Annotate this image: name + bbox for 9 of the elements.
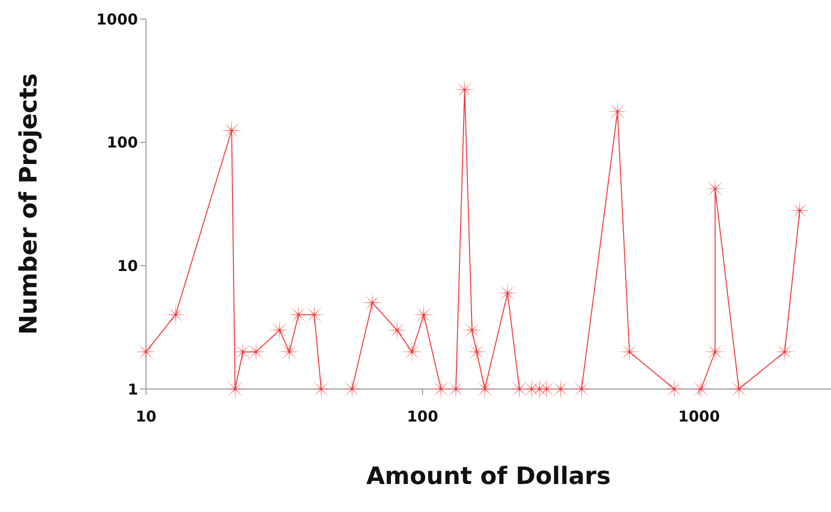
y-tick-label: 100: [106, 134, 138, 152]
x-tick-label: 1000: [678, 408, 720, 426]
y-axis-title: Number of Projects: [14, 73, 43, 335]
x-tick-label: 100: [406, 408, 438, 426]
y-tick-label: 1000: [96, 10, 138, 28]
y-tick-label: 10: [117, 256, 138, 275]
x-axis-title: Amount of Dollars: [366, 462, 611, 490]
y-tick-label: 1: [128, 380, 138, 398]
x-tick-label: 10: [136, 408, 156, 426]
